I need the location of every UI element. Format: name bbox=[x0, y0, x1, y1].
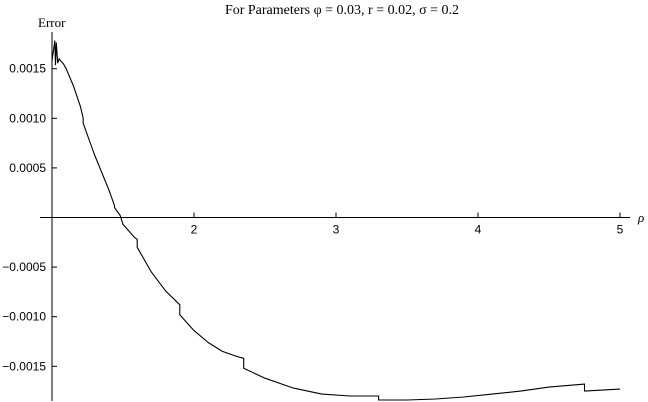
y-tick-label: 0.0015 bbox=[9, 62, 46, 76]
y-tick-label: −0.0005 bbox=[2, 260, 46, 274]
error-curve bbox=[51, 40, 621, 401]
x-axis-label: ρ bbox=[637, 210, 644, 225]
x-tick-label: 5 bbox=[617, 223, 624, 237]
y-tick-label: 0.0005 bbox=[9, 161, 46, 175]
error-series bbox=[51, 40, 621, 401]
x-tick-label: 3 bbox=[333, 223, 340, 237]
x-tick-label: 4 bbox=[475, 223, 482, 237]
x-tick-label: 2 bbox=[191, 223, 198, 237]
y-tick-label: −0.0010 bbox=[2, 310, 46, 324]
y-tick-label: −0.0015 bbox=[2, 359, 46, 373]
y-axis-label: Error bbox=[38, 15, 66, 30]
chart-title: For Parameters φ = 0.03, r = 0.02, σ = 0… bbox=[225, 3, 459, 18]
y-tick-label: 0.0010 bbox=[9, 111, 46, 125]
axis-ticks: 2 3 4 5 0.0015 0.0010 0.0005 −0.0005 −0.0010 −0.0… bbox=[2, 62, 623, 374]
